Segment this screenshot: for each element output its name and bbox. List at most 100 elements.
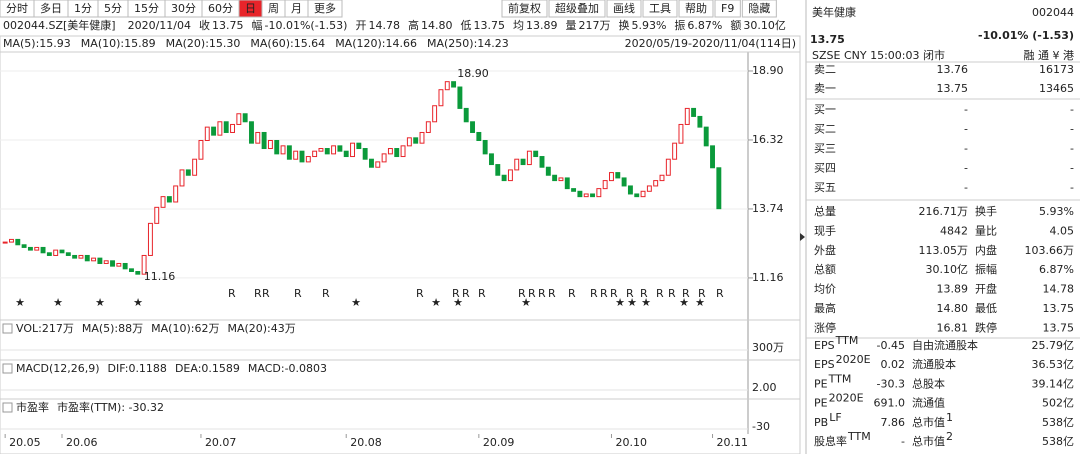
candle (337, 145, 343, 152)
candle (84, 254, 90, 262)
fund-label: PE (814, 377, 828, 390)
fund-label: PB (814, 416, 828, 429)
candle (634, 193, 640, 198)
candle (526, 150, 532, 166)
order-volume: - (1070, 142, 1074, 155)
order-volume: - (1070, 103, 1074, 116)
button-box[interactable] (548, 0, 606, 18)
button-box[interactable] (501, 0, 548, 18)
star-icon: ★ (53, 296, 63, 309)
panel-legend: DIF:0.1188 (108, 362, 167, 375)
candle (223, 121, 229, 133)
stock-name: 美年健康 (812, 5, 856, 19)
tab[interactable]: 月 (284, 0, 309, 18)
toolbar-button[interactable]: 隐藏 (741, 0, 777, 18)
button-box[interactable] (678, 0, 714, 18)
tab[interactable]: 60分 (201, 0, 240, 18)
candle (242, 113, 248, 123)
quote-label: 收 (199, 18, 210, 32)
stat-label: 现手 (814, 223, 836, 237)
tab[interactable]: 1分 (67, 0, 99, 18)
candle (501, 174, 507, 182)
signal-marker: R (698, 287, 706, 300)
button-label: 超级叠加 (555, 1, 599, 15)
stat-value: 5.93% (1039, 205, 1074, 218)
toolbar-button[interactable]: 帮助 (678, 0, 714, 18)
button-box[interactable] (741, 0, 777, 18)
candle (457, 86, 463, 109)
fund-sup: 1 (946, 411, 953, 424)
tab[interactable]: 15分 (127, 0, 166, 18)
candle (261, 131, 267, 150)
toolbar-button[interactable]: 画线 (606, 0, 642, 18)
candle (387, 148, 393, 155)
toolbar-button[interactable]: 工具 (642, 0, 678, 18)
market-status: SZSE CNY 15:00:03 闭市 (812, 48, 945, 62)
signal-marker: R (548, 287, 556, 300)
candle (27, 246, 33, 251)
candle (400, 145, 406, 158)
fund-label: 股息率 (814, 434, 847, 448)
tab-box[interactable] (307, 0, 343, 18)
toolbar-button[interactable]: 前复权 (501, 0, 548, 18)
panel-close[interactable] (2, 402, 13, 413)
x-tick-label: 20.05 (9, 436, 41, 449)
candle (103, 260, 109, 264)
collapse-arrow[interactable] (800, 233, 805, 241)
button-box[interactable] (606, 0, 642, 18)
candle (615, 172, 621, 179)
tab[interactable]: 5分 (97, 0, 129, 18)
toolbar-button[interactable]: 超级叠加 (548, 0, 606, 18)
order-label: 买三 (814, 142, 836, 155)
candle (438, 89, 444, 107)
candle (406, 137, 412, 147)
signal-marker: R (452, 287, 460, 300)
panel-legend: DEA:0.1589 (175, 362, 240, 375)
fund-value: 691.0 (874, 397, 906, 410)
fund-value: 538亿 (1042, 416, 1074, 429)
star-icon: ★ (351, 296, 361, 309)
star-icon: ★ (615, 296, 625, 309)
fund-sup: TTM (835, 334, 859, 347)
candle (129, 268, 134, 273)
tab[interactable]: 30分 (164, 0, 203, 18)
order-volume: - (1070, 123, 1074, 136)
toolbar-button[interactable]: F9 (714, 0, 741, 18)
fund-value: 36.53亿 (1032, 358, 1075, 371)
tab[interactable]: 多日 (33, 0, 69, 18)
candle (97, 257, 103, 264)
candle (21, 244, 27, 248)
fund-label: EPS (814, 358, 835, 371)
tab-label: 15分 (134, 2, 159, 15)
candle (2, 241, 8, 244)
button-box[interactable] (714, 0, 741, 18)
candle (432, 105, 438, 123)
x-tick-label: 20.06 (66, 436, 98, 449)
star-icon: ★ (679, 296, 689, 309)
tab[interactable]: 分时 (0, 0, 35, 18)
candle (135, 271, 141, 275)
tab[interactable]: 更多 (307, 0, 343, 18)
candle (318, 148, 324, 152)
tab[interactable]: 周 (261, 0, 286, 18)
quote-label: 开 (355, 19, 366, 32)
panel-close[interactable] (2, 323, 13, 334)
candle (110, 260, 115, 267)
candle (192, 158, 198, 176)
candle (286, 145, 292, 160)
signal-marker: R (228, 287, 236, 300)
button-box[interactable] (642, 0, 678, 18)
stat-value: 13.75 (1043, 321, 1075, 334)
fund-sup: 2 (946, 430, 953, 443)
candle (520, 158, 526, 166)
stat-label: 量比 (975, 224, 997, 237)
stat-label: 最高 (814, 301, 836, 315)
fund-sup: TTM (828, 372, 852, 385)
panel-close[interactable] (2, 363, 13, 374)
y-tick-label: 18.90 (752, 64, 784, 77)
candle (141, 254, 147, 275)
candle (558, 177, 564, 182)
tab[interactable]: 日 (238, 0, 263, 18)
fund-label: 流通股本 (912, 357, 956, 371)
fund-label: EPS (814, 339, 835, 352)
